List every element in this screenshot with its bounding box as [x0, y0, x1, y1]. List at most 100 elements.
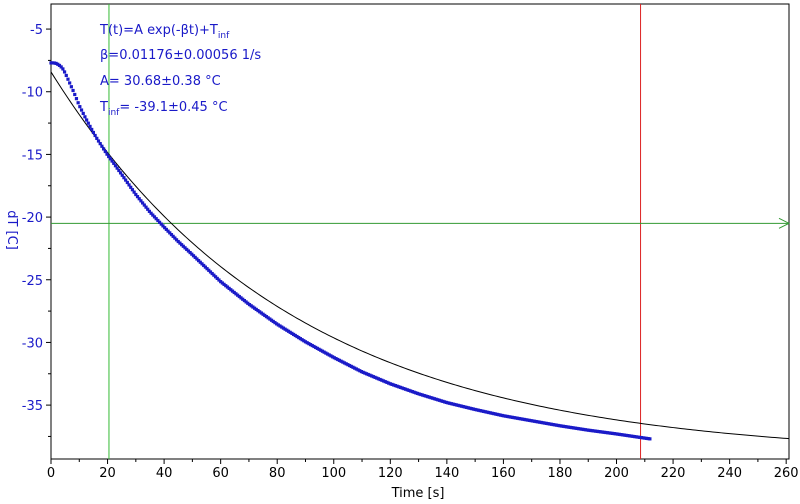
data-point [468, 406, 472, 410]
data-point [86, 121, 90, 125]
data-point [325, 352, 330, 356]
data-point [410, 390, 414, 394]
data-point [88, 124, 92, 128]
x-tick-label: 200 [604, 466, 629, 481]
data-point [49, 61, 53, 65]
data-point [251, 305, 255, 309]
data-point [101, 147, 106, 151]
data-point [163, 226, 167, 230]
data-point [351, 365, 355, 369]
data-point [183, 246, 187, 250]
data-point [403, 387, 408, 391]
data-point [307, 342, 311, 346]
data-point [69, 85, 73, 89]
data-point [602, 430, 606, 434]
data-point [364, 372, 369, 376]
data-point [151, 213, 155, 217]
data-point [605, 431, 610, 435]
data-point [398, 385, 403, 389]
data-point [258, 310, 262, 314]
x-tick-label: 220 [661, 466, 686, 481]
data-point [461, 404, 465, 409]
data-point [392, 383, 396, 387]
data-point [417, 392, 421, 396]
data-point [595, 429, 599, 433]
data-point [353, 366, 357, 370]
data-point [634, 435, 638, 439]
data-point [444, 400, 448, 405]
data-point [112, 161, 116, 165]
data-point [636, 435, 640, 439]
data-point [568, 425, 572, 429]
data-point [105, 152, 109, 156]
data-point [293, 333, 297, 338]
data-point [492, 412, 496, 416]
data-point [548, 422, 552, 426]
data-point [597, 430, 601, 434]
data-point [566, 425, 571, 429]
data-point [225, 285, 230, 289]
data-point [375, 376, 379, 380]
data-point [297, 335, 301, 340]
data-point [286, 329, 291, 333]
data-point [397, 385, 401, 389]
y-tick-label: -20 [22, 211, 43, 226]
data-point [203, 265, 207, 269]
x-tick-label: 120 [378, 466, 403, 481]
data-point [600, 430, 604, 434]
data-point [466, 406, 470, 410]
data-point [385, 380, 389, 384]
data-point [624, 433, 628, 437]
fit-curve-group [50, 71, 790, 440]
data-point [108, 157, 112, 161]
data-point [390, 382, 394, 386]
data-point [107, 154, 111, 159]
data-point [185, 247, 189, 252]
data-point [363, 371, 367, 375]
data-point [61, 67, 65, 71]
data-point [141, 201, 145, 205]
data-point [147, 209, 151, 213]
data-point [498, 413, 503, 417]
data-point [570, 426, 574, 430]
data-point [582, 427, 586, 432]
data-point [571, 426, 576, 430]
data-point [266, 316, 270, 320]
data-point [103, 149, 107, 154]
data-point [573, 426, 577, 430]
data-point [142, 203, 146, 207]
data-point [609, 431, 613, 435]
data-point [463, 405, 467, 409]
data-point [178, 241, 182, 245]
data-point [539, 420, 543, 425]
data-point [400, 386, 404, 390]
data-point [73, 92, 77, 97]
data-point [292, 332, 296, 337]
data-point [195, 257, 199, 261]
data-point [622, 433, 627, 437]
data-point [470, 407, 474, 411]
x-tick-label: 100 [321, 466, 346, 481]
horizontal-cursor-arrow[interactable] [778, 217, 791, 229]
data-point [280, 325, 284, 329]
data-point [127, 183, 131, 187]
cursors[interactable] [51, 4, 791, 459]
data-point [234, 292, 238, 296]
data-point [610, 431, 615, 435]
data-point [414, 391, 418, 395]
data-point [227, 286, 231, 291]
data-point [249, 304, 253, 308]
data-point [387, 381, 391, 385]
data-point [407, 388, 411, 393]
data-point [193, 255, 197, 259]
data-point [273, 321, 277, 325]
x-tick-label: 240 [717, 466, 742, 481]
data-point [115, 166, 119, 170]
data-point [458, 404, 462, 408]
data-point [436, 398, 440, 402]
data-point [505, 414, 509, 419]
data-point [546, 422, 550, 426]
data-point [212, 273, 216, 277]
